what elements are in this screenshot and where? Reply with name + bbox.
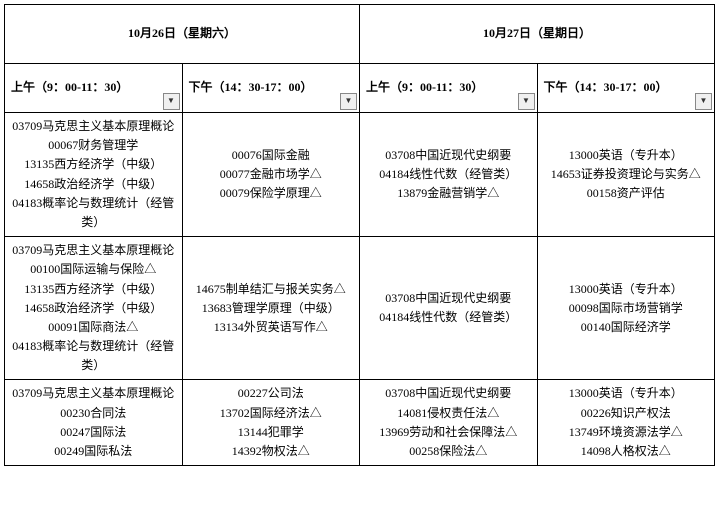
cell-1-2: 03708中国近现代史纲要 04184线性代数（经管类） [366, 289, 531, 327]
cell-1-0: 03709马克思主义基本原理概论 00100国际运输与保险△ 13135西方经济… [11, 241, 176, 375]
cell-0-1: 00076国际金融 00077金融市场学△ 00079保险学原理△ [189, 146, 354, 204]
cell-0-3: 13000英语（专升本） 14653证券投资理论与实务△ 00158资产评估 [544, 146, 709, 204]
chevron-down-icon[interactable]: ▼ [518, 93, 535, 110]
session-header-0: 上午（9：00-11：30） ▼ [5, 64, 183, 113]
table-row: 03709马克思主义基本原理概论 00230合同法 00247国际法 00249… [5, 380, 715, 466]
session-label: 上午（9：00-11：30） [11, 80, 128, 94]
cell-2-2: 03708中国近现代史纲要 14081侵权责任法△ 13969劳动和社会保障法△… [366, 384, 531, 461]
chevron-down-icon[interactable]: ▼ [340, 93, 357, 110]
chevron-down-icon[interactable]: ▼ [163, 93, 180, 110]
cell-2-3: 13000英语（专升本） 00226知识产权法 13749环境资源法学△ 140… [544, 384, 709, 461]
table-body: 03709马克思主义基本原理概论 00067财务管理学 13135西方经济学（中… [5, 113, 715, 466]
cell-2-1: 00227公司法 13702国际经济法△ 13144犯罪学 14392物权法△ [189, 384, 354, 461]
day-header-0: 10月26日（星期六） [5, 5, 360, 64]
table-row: 03709马克思主义基本原理概论 00100国际运输与保险△ 13135西方经济… [5, 237, 715, 380]
cell-0-0: 03709马克思主义基本原理概论 00067财务管理学 13135西方经济学（中… [11, 117, 176, 232]
date-row: 10月26日（星期六） 10月27日（星期日） [5, 5, 715, 64]
table-row: 03709马克思主义基本原理概论 00067财务管理学 13135西方经济学（中… [5, 113, 715, 237]
cell-1-3: 13000英语（专升本） 00098国际市场营销学 00140国际经济学 [544, 280, 709, 338]
session-header-3: 下午（14：30-17：00） ▼ [537, 64, 715, 113]
session-header-2: 上午（9：00-11：30） ▼ [360, 64, 538, 113]
session-row: 上午（9：00-11：30） ▼ 下午（14：30-17：00） ▼ 上午（9：… [5, 64, 715, 113]
cell-1-1: 14675制单结汇与报关实务△ 13683管理学原理（中级） 13134外贸英语… [189, 280, 354, 338]
session-label: 下午（14：30-17：00） [189, 80, 313, 94]
session-header-1: 下午（14：30-17：00） ▼ [182, 64, 360, 113]
chevron-down-icon[interactable]: ▼ [695, 93, 712, 110]
exam-schedule-table: 10月26日（星期六） 10月27日（星期日） 上午（9：00-11：30） ▼… [4, 4, 715, 466]
cell-0-2: 03708中国近现代史纲要 04184线性代数（经管类） 13879金融营销学△ [366, 146, 531, 204]
day-header-1: 10月27日（星期日） [360, 5, 715, 64]
cell-2-0: 03709马克思主义基本原理概论 00230合同法 00247国际法 00249… [11, 384, 176, 461]
session-label: 上午（9：00-11：30） [366, 80, 483, 94]
session-label: 下午（14：30-17：00） [544, 80, 668, 94]
